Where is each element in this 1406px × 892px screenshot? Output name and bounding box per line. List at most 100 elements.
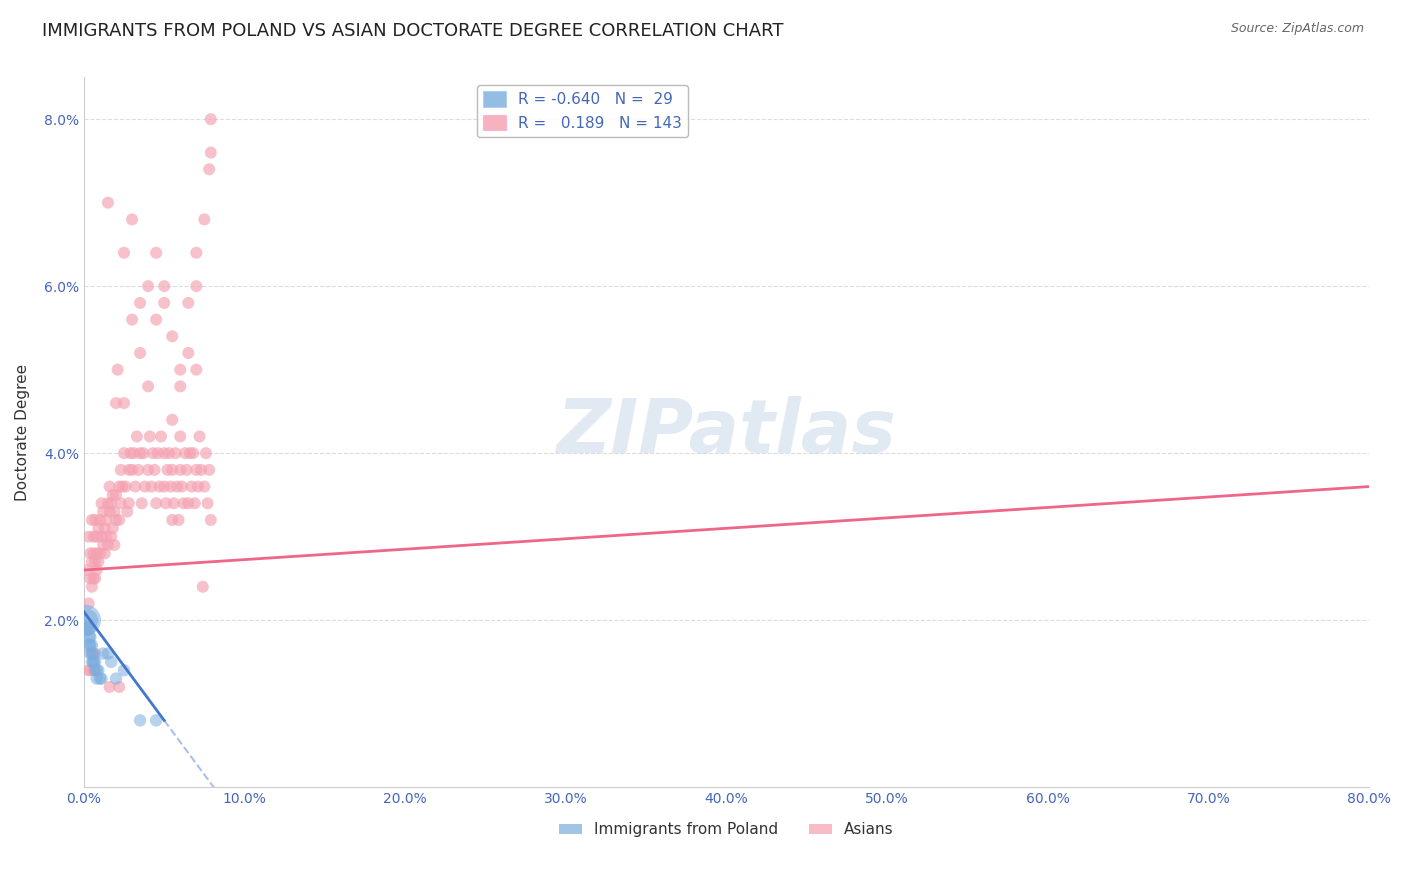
Point — [165, 446, 187, 460]
Point — [177, 296, 200, 310]
Point — [200, 112, 222, 127]
Point — [181, 446, 204, 460]
Point — [100, 496, 122, 510]
Point — [141, 479, 163, 493]
Point — [160, 329, 183, 343]
Point — [132, 446, 155, 460]
Point — [87, 555, 110, 569]
Point — [111, 479, 134, 493]
Point — [77, 530, 100, 544]
Point — [169, 429, 191, 443]
Point — [129, 296, 152, 310]
Point — [83, 655, 105, 669]
Point — [103, 538, 125, 552]
Point — [108, 680, 131, 694]
Point — [80, 555, 103, 569]
Point — [101, 521, 124, 535]
Point — [136, 379, 159, 393]
Point — [153, 296, 176, 310]
Point — [118, 496, 141, 510]
Point — [121, 212, 143, 227]
Point — [131, 496, 153, 510]
Point — [136, 463, 159, 477]
Point — [89, 546, 111, 560]
Point — [79, 638, 101, 652]
Point — [97, 538, 120, 552]
Text: ZIPatlas: ZIPatlas — [557, 396, 897, 469]
Point — [84, 663, 107, 677]
Point — [83, 571, 105, 585]
Point — [172, 496, 194, 510]
Point — [80, 638, 103, 652]
Point — [89, 513, 111, 527]
Point — [86, 663, 108, 677]
Point — [108, 513, 131, 527]
Point — [198, 463, 221, 477]
Point — [94, 546, 117, 560]
Point — [84, 513, 107, 527]
Point — [160, 413, 183, 427]
Point — [142, 446, 165, 460]
Point — [83, 655, 105, 669]
Point — [91, 647, 114, 661]
Point — [163, 496, 186, 510]
Point — [79, 571, 101, 585]
Point — [84, 555, 107, 569]
Point — [83, 546, 105, 560]
Point — [101, 488, 124, 502]
Point — [75, 613, 97, 627]
Point — [146, 446, 169, 460]
Point — [145, 245, 167, 260]
Point — [149, 429, 172, 443]
Point — [193, 212, 215, 227]
Point — [153, 279, 176, 293]
Point — [153, 446, 176, 460]
Point — [179, 446, 201, 460]
Point — [83, 647, 105, 661]
Point — [80, 513, 103, 527]
Point — [197, 496, 219, 510]
Point — [121, 463, 143, 477]
Text: Source: ZipAtlas.com: Source: ZipAtlas.com — [1230, 22, 1364, 36]
Point — [177, 496, 200, 510]
Point — [86, 672, 108, 686]
Point — [84, 647, 107, 661]
Point — [186, 245, 208, 260]
Point — [118, 463, 141, 477]
Point — [103, 505, 125, 519]
Point — [112, 396, 135, 410]
Point — [167, 513, 190, 527]
Point — [169, 463, 191, 477]
Point — [112, 663, 135, 677]
Point — [194, 446, 217, 460]
Point — [136, 279, 159, 293]
Point — [112, 446, 135, 460]
Point — [191, 580, 214, 594]
Point — [77, 630, 100, 644]
Point — [180, 479, 202, 493]
Point — [129, 446, 152, 460]
Point — [79, 546, 101, 560]
Point — [120, 446, 142, 460]
Point — [79, 663, 101, 677]
Point — [91, 505, 114, 519]
Point — [145, 714, 167, 728]
Point — [121, 312, 143, 326]
Point — [98, 479, 121, 493]
Point — [193, 479, 215, 493]
Point — [124, 479, 146, 493]
Point — [105, 513, 128, 527]
Text: IMMIGRANTS FROM POLAND VS ASIAN DOCTORATE DEGREE CORRELATION CHART: IMMIGRANTS FROM POLAND VS ASIAN DOCTORAT… — [42, 22, 783, 40]
Point — [183, 496, 205, 510]
Point — [77, 597, 100, 611]
Point — [110, 463, 132, 477]
Point — [84, 655, 107, 669]
Point — [77, 638, 100, 652]
Point — [159, 479, 181, 493]
Point — [139, 429, 162, 443]
Point — [155, 496, 177, 510]
Point — [79, 647, 101, 661]
Point — [80, 580, 103, 594]
Point — [97, 195, 120, 210]
Point — [90, 530, 112, 544]
